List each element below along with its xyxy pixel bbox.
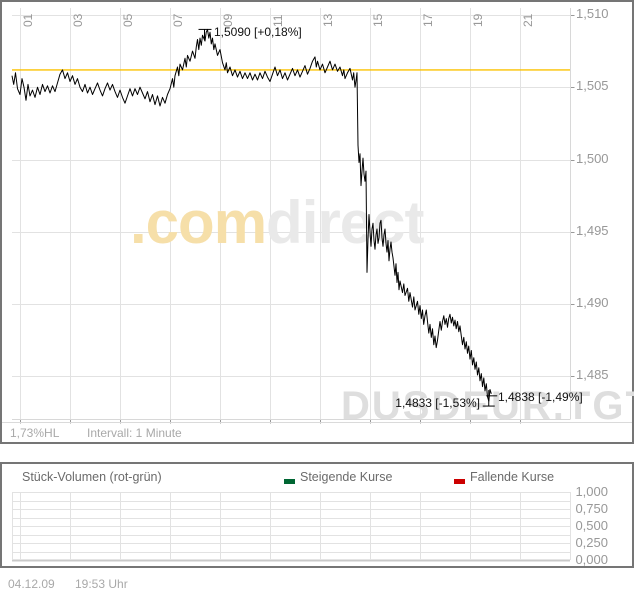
rising-prices-legend-swatch <box>284 479 295 484</box>
y-axis-tick-label: 1,485 <box>576 367 609 383</box>
falling-prices-legend-label: Fallende Kurse <box>470 470 555 484</box>
volume-axis-tick-label: 1,000 <box>575 484 608 499</box>
high-price-annotation: 1,5090 [+0,18%] <box>214 25 302 39</box>
last-price-annotation: 1,4838 [-1,49%] <box>498 390 583 404</box>
x-axis-tick-label: 05 <box>121 13 135 27</box>
x-axis-tick-label: 03 <box>71 13 85 27</box>
y-axis-tick-label: 1,490 <box>576 295 609 311</box>
x-axis-tick-label: 01 <box>21 13 35 27</box>
footer-date: 04.12.09 <box>8 577 55 591</box>
x-axis-tick-label: 11 <box>271 14 285 27</box>
y-axis-tick-label: 1,500 <box>576 150 609 166</box>
x-axis-tick-label: 19 <box>471 13 485 27</box>
volume-axis-tick-label: 0,750 <box>575 501 608 516</box>
watermark-direct-text: direct <box>266 189 424 256</box>
volume-axis-tick-label: 0,000 <box>575 552 608 567</box>
low-price-annotation: 1,4833 [-1,53%] <box>395 396 480 410</box>
x-axis-tick-label: 13 <box>321 13 335 27</box>
y-axis-tick-label: 1,495 <box>576 222 609 238</box>
volume-title: Stück-Volumen (rot-grün) <box>22 470 162 484</box>
footer-time: 19:53 Uhr <box>75 577 128 591</box>
rising-prices-legend-label: Steigende Kurse <box>300 470 393 484</box>
volume-axis-tick-label: 0,250 <box>575 535 608 550</box>
chart-footer-divider <box>2 422 632 423</box>
x-axis-tick-label: 17 <box>421 13 435 27</box>
y-axis-tick-label: 1,510 <box>576 5 609 21</box>
x-axis-tick-label: 09 <box>221 13 235 27</box>
x-axis-tick-label: 15 <box>371 13 385 27</box>
falling-prices-legend-swatch <box>454 479 465 484</box>
watermark-com-text: .com <box>130 189 267 256</box>
y-axis-tick-label: 1,505 <box>576 78 609 94</box>
comdirect-brand-watermark: .comdirect <box>130 193 424 253</box>
x-axis-tick-label: 07 <box>171 13 185 27</box>
volume-chart-panel <box>0 462 634 568</box>
volume-axis-tick-label: 0,500 <box>575 518 608 533</box>
interval-label: Intervall: 1 Minute <box>87 426 182 440</box>
x-axis-tick-label: 21 <box>521 13 535 27</box>
range-percent-label: 1,73%HL <box>10 426 60 440</box>
